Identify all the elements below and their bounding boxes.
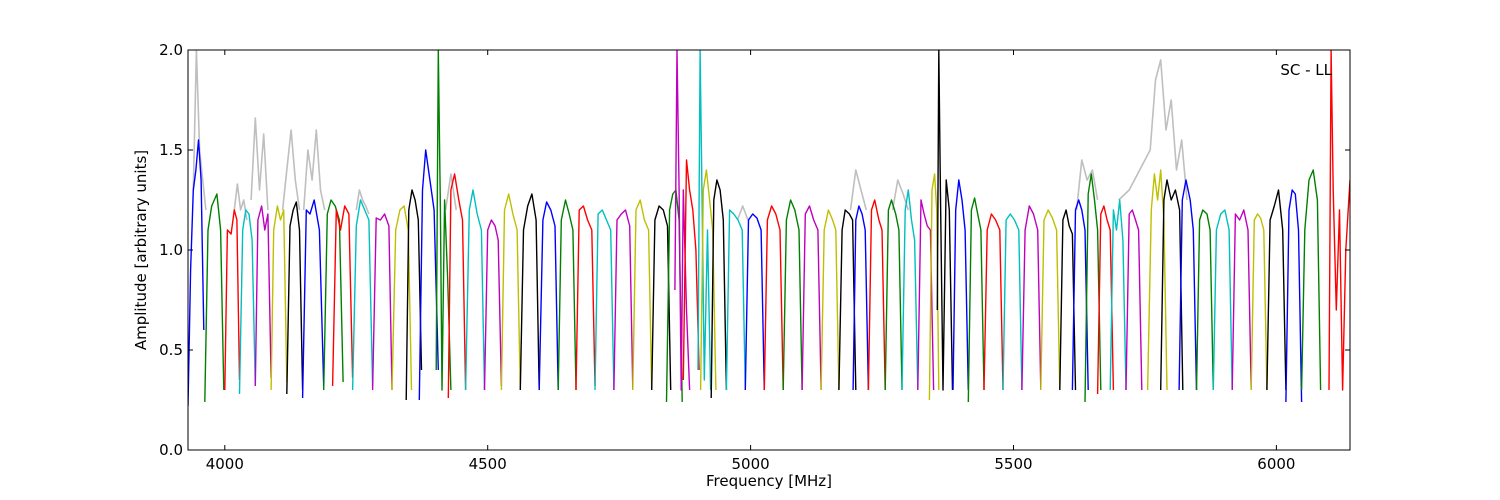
series-line-51 <box>1002 213 1023 391</box>
series-line-64 <box>1212 209 1233 391</box>
background-trace-3 <box>281 129 301 211</box>
series-line-22 <box>557 199 577 391</box>
series-line-58 <box>1109 199 1127 391</box>
series-line-24 <box>594 209 615 391</box>
x-tick-label: 4000 <box>206 455 244 473</box>
y-axis-label: Amplitude [arbitrary units] <box>132 150 150 350</box>
x-tick-label: 5500 <box>994 455 1032 473</box>
series-line-30 <box>682 159 700 381</box>
plot-annotation: SC - LL <box>1280 61 1332 79</box>
background-trace-1 <box>233 183 248 221</box>
y-tick-label: 0.5 <box>159 341 183 359</box>
y-tick-label: 1.5 <box>159 141 183 159</box>
series-line-65 <box>1231 209 1252 391</box>
series-line-52 <box>1021 205 1042 391</box>
series-line-62 <box>1178 179 1198 391</box>
series-line-43 <box>884 199 903 391</box>
series-line-40 <box>838 209 857 391</box>
series-line-57 <box>1096 205 1115 395</box>
series-line-8 <box>323 199 344 391</box>
series-line-18 <box>483 219 503 391</box>
y-axis-ticks: 0.0 0.5 1.0 1.5 2.0 <box>159 41 1350 459</box>
x-tick-label: 5000 <box>732 455 770 473</box>
x-axis-ticks: 4000 4500 5000 5500 6000 <box>206 50 1295 473</box>
series-line-69 <box>1300 169 1322 391</box>
series-line-56 <box>1084 173 1102 403</box>
series-line-36 <box>763 205 784 391</box>
series-line-25 <box>613 209 634 391</box>
series-line-14 <box>418 149 439 401</box>
series-line-4 <box>254 205 272 387</box>
series-line-7 <box>301 199 325 399</box>
plot-frame <box>187 49 1351 451</box>
series-line-17 <box>464 189 486 391</box>
series-line-21 <box>538 201 559 391</box>
series-line-68 <box>1285 189 1303 403</box>
series-line-48 <box>952 179 969 391</box>
background-trace-10 <box>1075 159 1099 211</box>
series-line-38 <box>801 205 822 391</box>
background-trace-5 <box>355 189 370 215</box>
series-line-59 <box>1125 209 1143 391</box>
y-tick-label: 1.0 <box>159 241 183 259</box>
background-trace-7 <box>736 205 749 221</box>
series-line-11 <box>371 213 393 391</box>
background-trace-8 <box>849 169 868 211</box>
series-line-16 <box>447 173 467 399</box>
x-tick-label: 6000 <box>1257 455 1295 473</box>
background-trace-11 <box>1118 59 1188 201</box>
series-line-50 <box>983 213 1004 391</box>
plot-area <box>187 49 1351 451</box>
x-axis-label: Frequency [MHz] <box>706 472 832 490</box>
series-line-70 <box>1328 50 1350 391</box>
series-line-54 <box>1059 209 1077 391</box>
series-line-26 <box>632 199 653 391</box>
series-line-10 <box>351 199 374 391</box>
series-line-27 <box>651 205 672 391</box>
series-line-20 <box>519 193 540 391</box>
background-trace-6 <box>444 173 457 211</box>
series-line-61 <box>1160 179 1184 391</box>
background-trace-2 <box>250 117 269 211</box>
series-line-55 <box>1071 199 1089 391</box>
series-line-37 <box>782 199 803 391</box>
series-line-19 <box>500 193 521 391</box>
series-line-35 <box>744 213 765 391</box>
series-line-41 <box>852 205 870 391</box>
series-line-3 <box>238 209 256 395</box>
series-line-5 <box>270 205 288 391</box>
series-line-23 <box>575 205 596 391</box>
series-line-47 <box>936 50 954 391</box>
series-line-39 <box>820 209 840 391</box>
series-line-2 <box>224 209 241 391</box>
series-line-44 <box>901 189 919 391</box>
background-trace-4 <box>302 129 326 211</box>
background-trace-0 <box>192 50 207 211</box>
series-line-13 <box>405 189 423 401</box>
series-line-6 <box>286 201 304 395</box>
series-line-15 <box>435 50 452 391</box>
series-line-31 <box>697 50 712 391</box>
background-traces <box>192 50 1188 221</box>
series-line-29 <box>674 50 691 391</box>
y-tick-label: 0.0 <box>159 441 183 459</box>
spectral-traces <box>188 50 1350 407</box>
series-line-67 <box>1266 189 1287 391</box>
y-tick-label: 2.0 <box>159 41 183 59</box>
series-line-49 <box>967 197 985 403</box>
x-tick-label: 4500 <box>469 455 507 473</box>
series-line-42 <box>867 199 886 391</box>
series-line-33 <box>710 179 728 399</box>
series-line-34 <box>725 209 746 391</box>
series-line-66 <box>1250 213 1268 391</box>
series-line-53 <box>1040 209 1061 391</box>
series-line-0 <box>188 139 205 407</box>
series-line-9 <box>331 205 354 387</box>
background-trace-9 <box>891 179 910 211</box>
series-line-1 <box>204 193 225 403</box>
series-line-63 <box>1195 209 1214 391</box>
